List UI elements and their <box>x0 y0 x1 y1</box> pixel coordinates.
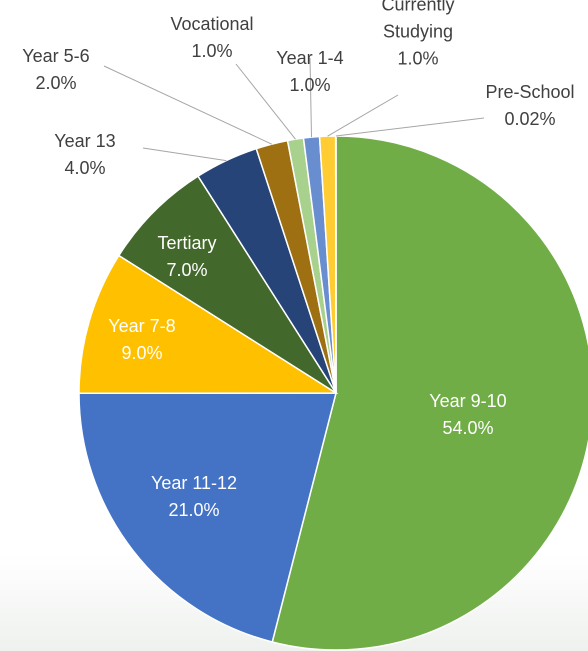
category-label: Year 9-10 <box>429 391 507 411</box>
data-label: Vocational 1.0% <box>170 11 253 65</box>
data-label: Year 9-10 54.0% <box>429 388 506 442</box>
leader-line <box>142 147 227 162</box>
pie-slice <box>78 254 339 394</box>
category-label: Pre-School <box>485 82 575 102</box>
leader-line <box>235 63 296 140</box>
data-label: Currently Studying 1.0% <box>373 0 463 73</box>
value-label: 54.0% <box>442 418 494 438</box>
value-label: 1.0% <box>397 48 439 69</box>
data-label: Year 7-8 9.0% <box>108 313 175 367</box>
value-label: 7.0% <box>166 260 208 280</box>
data-label: Year 1-4 1.0% <box>276 45 343 99</box>
data-label: Tertiary 7.0% <box>157 230 216 284</box>
category-label: Year 1-4 <box>276 48 344 68</box>
value-label: 2.0% <box>35 73 77 93</box>
leader-line <box>327 94 399 137</box>
value-label: 21.0% <box>168 500 220 520</box>
category-label: Year 7-8 <box>108 316 176 336</box>
data-label: Year 11-12 21.0% <box>151 470 237 524</box>
data-label: Pre-School 0.02% <box>485 79 574 133</box>
leader-line <box>309 57 312 138</box>
category-label: Currently Studying <box>381 0 455 42</box>
leader-line <box>335 117 485 137</box>
data-label: Year 13 4.0% <box>54 128 115 182</box>
leader-line <box>103 65 272 145</box>
category-label: Year 5-6 <box>22 46 90 66</box>
value-label: 0.02% <box>504 109 556 129</box>
category-label: Year 13 <box>54 131 116 151</box>
data-label: Year 5-6 2.0% <box>22 43 89 97</box>
value-label: 1.0% <box>289 75 331 95</box>
pie-slice <box>117 175 337 394</box>
value-label: 9.0% <box>121 343 163 363</box>
category-label: Vocational <box>170 14 254 34</box>
category-label: Tertiary <box>157 233 217 253</box>
pie-slice <box>271 135 588 651</box>
pie-slice <box>78 392 337 643</box>
category-label: Year 11-12 <box>150 473 238 493</box>
value-label: 4.0% <box>64 158 106 178</box>
value-label: 1.0% <box>191 41 233 61</box>
